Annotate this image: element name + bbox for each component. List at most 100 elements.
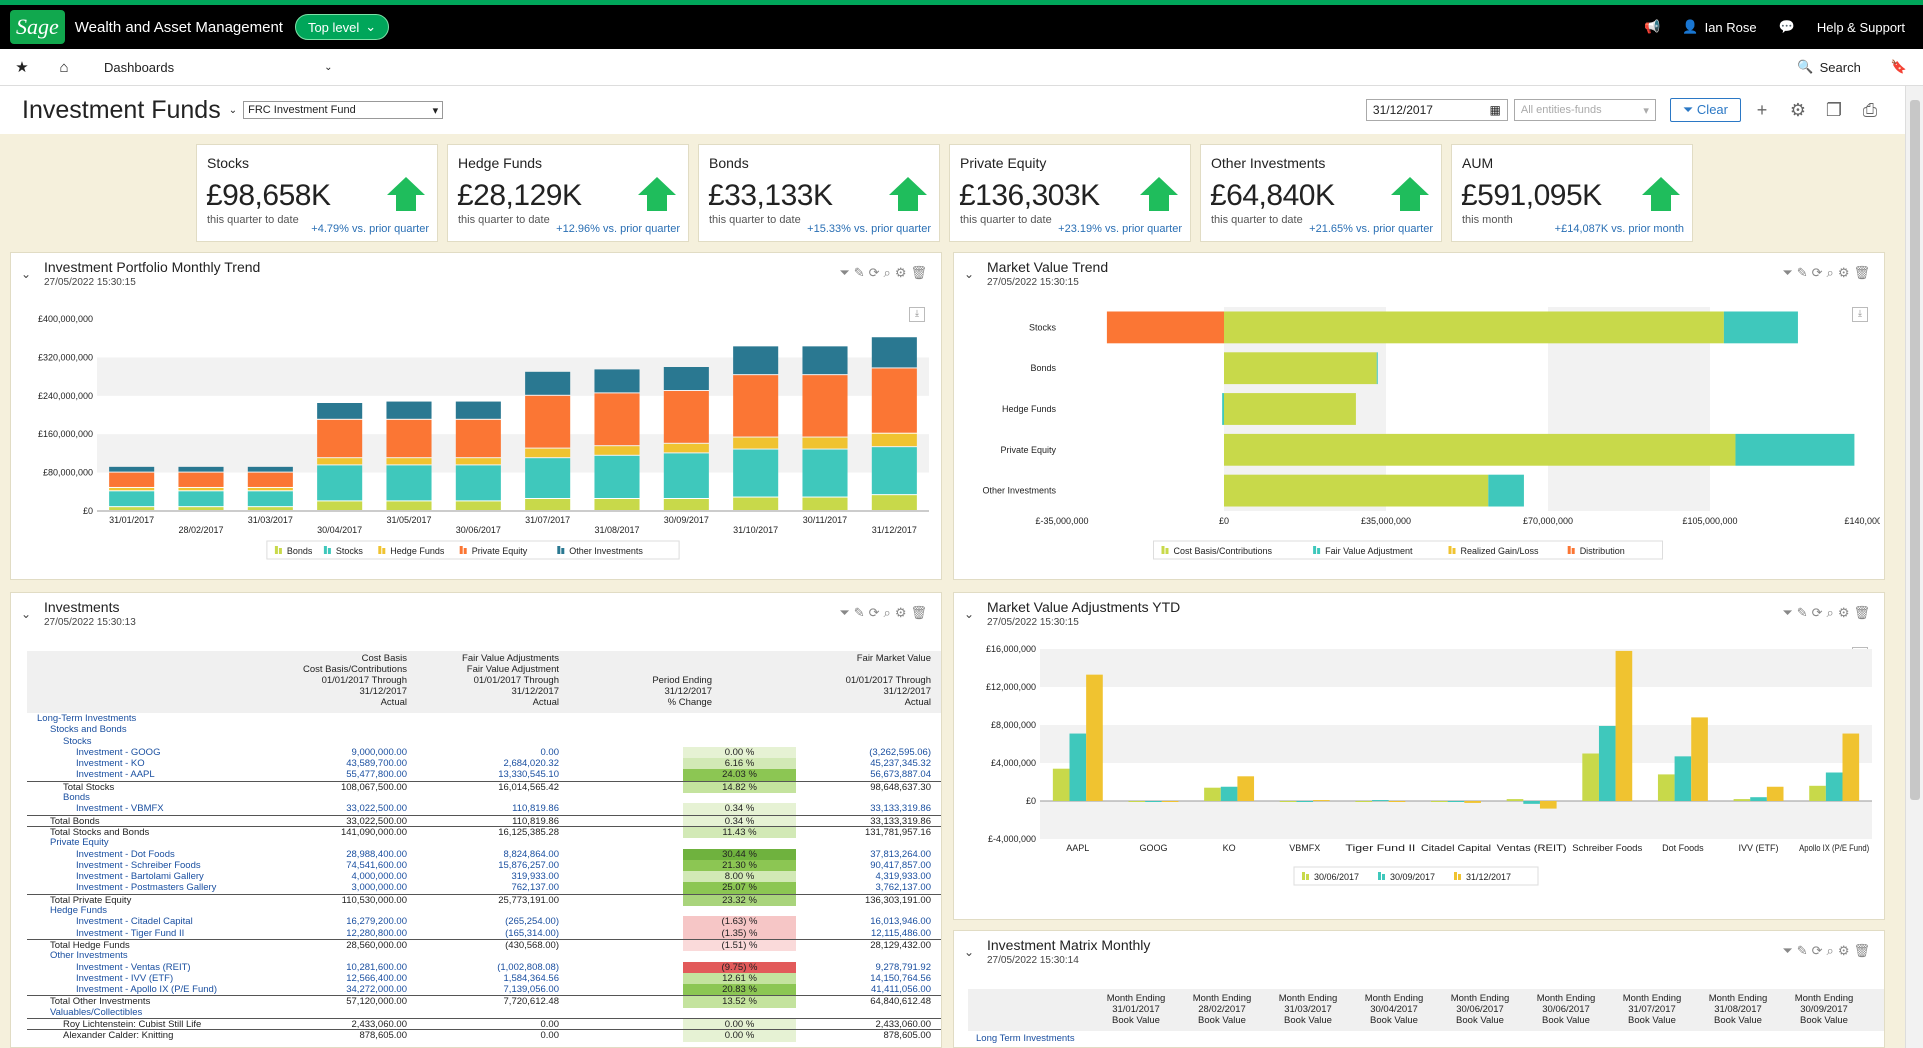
row-label[interactable]: Investment - KO — [76, 758, 145, 770]
bar-segment[interactable] — [663, 443, 709, 453]
row-label[interactable]: Investment - IVV (ETF) — [76, 972, 174, 984]
bar[interactable] — [1464, 801, 1481, 803]
edit-icon[interactable]: ✎ — [1796, 265, 1808, 280]
kpi-card[interactable]: Bonds £33,133K this quarter to date +15.33%… — [698, 144, 940, 242]
bar[interactable] — [1279, 801, 1297, 802]
search-button[interactable]: 🔍 Search — [1797, 59, 1860, 75]
bar[interactable] — [1598, 725, 1616, 801]
download-icon[interactable]: ⤓ — [909, 307, 925, 322]
kpi-card[interactable]: Other Investments £64,840K this quarter to… — [1200, 144, 1442, 242]
bar-segment[interactable] — [386, 465, 432, 501]
title-caret-icon[interactable]: ⌄ — [228, 104, 238, 116]
bar-segment[interactable] — [1488, 474, 1524, 507]
bar[interactable] — [1296, 801, 1314, 802]
bar[interactable] — [1237, 776, 1255, 801]
bar[interactable] — [1615, 650, 1633, 801]
row-label[interactable]: Investment - Tiger Fund II — [76, 927, 185, 939]
table-row[interactable]: Investment - Citadel Capital 16,279,200.0… — [27, 916, 941, 928]
gear-icon[interactable]: ⚙ — [1837, 265, 1850, 280]
table-row[interactable]: Valuables/Collectibles — [27, 1006, 941, 1018]
bar-segment[interactable] — [1106, 311, 1224, 344]
kpi-card[interactable]: AUM £591,095K this month +£14,087K vs. prio… — [1451, 144, 1693, 242]
refresh-icon[interactable]: ⟳ — [1811, 265, 1823, 280]
table-row[interactable]: Investment - KO 43,589,700.00 2,684,020.32… — [27, 758, 941, 770]
bar-segment[interactable] — [455, 465, 501, 501]
add-icon[interactable]: + — [1756, 99, 1768, 120]
bar-segment[interactable] — [1222, 393, 1224, 425]
table-row[interactable]: Long-Term Investments — [27, 713, 941, 724]
row-label[interactable]: Investment - AAPL — [76, 769, 155, 781]
bar-segment[interactable] — [247, 491, 293, 507]
bar-segment[interactable] — [802, 346, 848, 375]
bar-segment[interactable] — [871, 337, 917, 368]
filter-icon[interactable]: ⏷ — [839, 265, 850, 280]
edit-icon[interactable]: ✎ — [1796, 605, 1808, 620]
row-label[interactable]: Investment - Apollo IX (P/E Fund) — [76, 984, 217, 996]
row-label[interactable]: Stocks — [63, 735, 92, 747]
bar[interactable] — [1674, 756, 1692, 801]
row-label[interactable]: Long-Term Investments — [37, 713, 137, 724]
bar[interactable] — [1145, 801, 1162, 802]
table-row[interactable]: Investment - Tiger Fund II 12,280,800.00 (… — [27, 927, 941, 939]
chart-legend[interactable]: Bonds Stocks Hedge Funds Private Equity Othe… — [266, 540, 680, 560]
bar-segment[interactable] — [733, 437, 779, 449]
zoom-icon[interactable]: ⌕ — [1826, 943, 1834, 958]
kpi-card[interactable]: Stocks £98,658K this quarter to date +4.79%… — [196, 144, 438, 242]
bar-segment[interactable] — [247, 472, 293, 487]
table-row[interactable]: Investment - GOOG 9,000,000.00 0.00 (3,262,… — [27, 746, 941, 759]
bar-segment[interactable] — [525, 371, 571, 395]
bar[interactable] — [1750, 797, 1767, 801]
table-row[interactable]: Hedge Funds — [27, 905, 941, 916]
delete-icon[interactable]: 🗑 — [910, 265, 927, 280]
collapse-chevron-icon[interactable]: ⌄ — [964, 945, 975, 959]
table-row[interactable]: Investment - Postmasters Gallery 3,000,00… — [27, 882, 941, 894]
refresh-icon[interactable]: ⟳ — [868, 265, 880, 280]
collapse-chevron-icon[interactable]: ⌄ — [964, 607, 975, 621]
bar-segment[interactable] — [178, 472, 224, 487]
table-row[interactable]: Investment - AAPL 55,477,800.00 13,330,545… — [27, 769, 941, 781]
bar-segment[interactable] — [594, 393, 640, 446]
bar-segment[interactable] — [1224, 352, 1377, 385]
bookmark-icon[interactable]: 🔖 — [1890, 59, 1907, 74]
row-label[interactable]: Investment - Dot Foods — [76, 848, 175, 860]
row-label[interactable]: Investment - Postmasters Gallery — [76, 882, 217, 894]
bar[interactable] — [1128, 801, 1146, 802]
delete-icon[interactable]: 🗑 — [1853, 605, 1870, 620]
filter-icon[interactable]: ⏷ — [1782, 943, 1793, 958]
download-icon[interactable]: ⤓ — [1852, 307, 1868, 322]
bar-segment[interactable] — [733, 346, 779, 375]
bar-segment[interactable] — [317, 403, 363, 419]
bar-segment[interactable] — [386, 419, 432, 458]
table-row[interactable]: Other Investments — [27, 950, 941, 961]
bar-segment[interactable] — [663, 453, 709, 498]
bar-segment[interactable] — [802, 497, 848, 510]
calendar-icon[interactable]: ▦ — [1489, 103, 1501, 117]
row-label[interactable]: Valuables/Collectibles — [50, 1006, 143, 1018]
table-row[interactable]: Investment - Ventas (REIT) 10,281,600.00 (… — [27, 961, 941, 973]
chart-legend[interactable]: 30/06/2017 30/09/2017 31/12/2017 — [1293, 866, 1539, 886]
bar[interactable] — [1447, 801, 1465, 802]
edit-icon[interactable]: ✎ — [853, 605, 865, 620]
sage-logo[interactable]: Sage — [10, 10, 65, 44]
gear-icon[interactable]: ⚙ — [1837, 943, 1850, 958]
bar[interactable] — [1069, 733, 1087, 801]
chat-icon[interactable]: 💬 — [1778, 19, 1795, 34]
bar-segment[interactable] — [871, 368, 917, 433]
table-row[interactable]: Investment - VBMFX 33,022,500.00 110,819.8… — [27, 803, 941, 815]
refresh-icon[interactable]: ⟳ — [868, 605, 880, 620]
bar-segment[interactable] — [1735, 433, 1855, 466]
bar[interactable] — [1691, 717, 1708, 801]
bar-segment[interactable] — [1224, 474, 1489, 507]
bar-segment[interactable] — [525, 448, 571, 458]
table-row[interactable]: Investment - IVV (ETF) 12,566,400.00 1,584… — [27, 972, 941, 985]
bar-segment[interactable] — [109, 491, 155, 507]
bar-segment[interactable] — [317, 458, 363, 465]
bar-segment[interactable] — [109, 487, 155, 491]
collapse-chevron-icon[interactable]: ⌄ — [964, 267, 975, 281]
level-selector[interactable]: Top level ⌄ — [294, 14, 390, 40]
print-icon[interactable]: ⎙ — [1862, 99, 1878, 120]
bar-segment[interactable] — [247, 507, 293, 510]
collapse-chevron-icon[interactable]: ⌄ — [21, 607, 32, 621]
table-row[interactable]: Investment - Bartolami Gallery 4,000,000.… — [27, 871, 941, 883]
bar[interactable] — [1372, 800, 1389, 802]
